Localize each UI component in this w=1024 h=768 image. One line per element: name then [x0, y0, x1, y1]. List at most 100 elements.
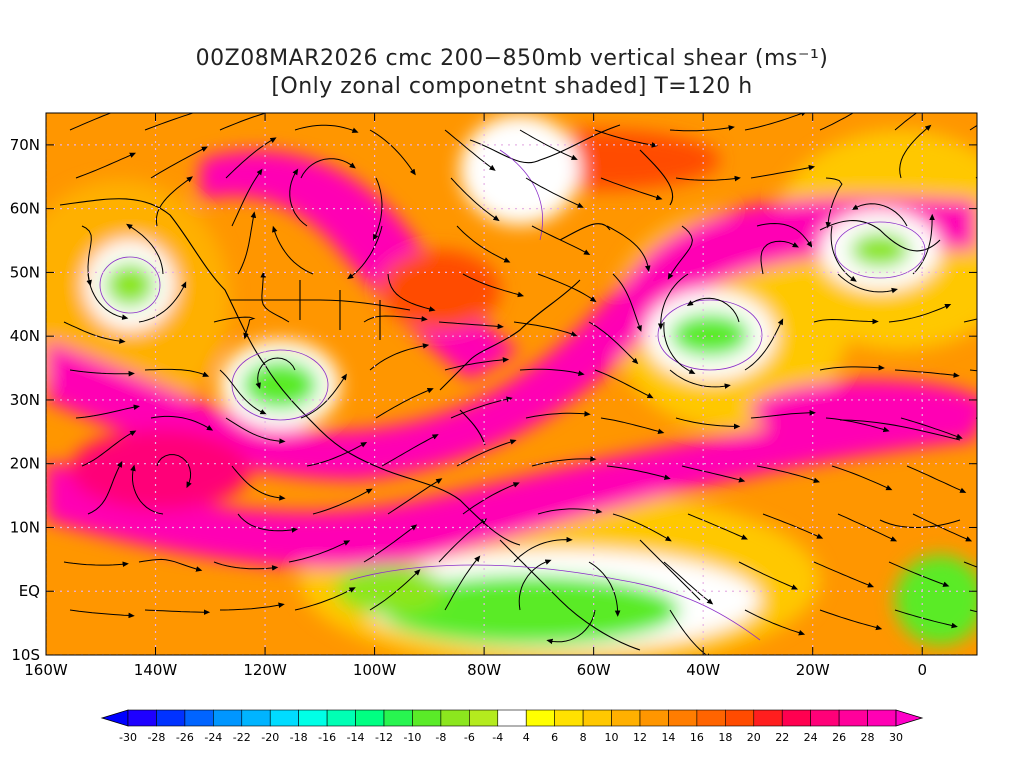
- streamline: [462, 482, 520, 515]
- streamline: [988, 252, 1024, 274]
- colorbar-swatch: [668, 709, 698, 727]
- colorbar-tick-label: 12: [633, 731, 647, 744]
- streamline: [762, 513, 824, 539]
- streamline: [150, 415, 214, 431]
- streamline: [612, 513, 672, 542]
- streamline: [219, 113, 282, 131]
- streamline: [289, 168, 308, 227]
- streamline: [237, 513, 298, 533]
- lat-label: 60N: [10, 200, 40, 218]
- colorbar-tick-label: 4: [523, 731, 530, 744]
- streamline: [669, 125, 735, 132]
- streamline: [513, 536, 573, 563]
- streamline: [760, 240, 799, 275]
- colorbar-tick-label: -18: [290, 731, 308, 744]
- streamline: [819, 609, 883, 631]
- streamline: [606, 225, 651, 272]
- colorbar-tick-label: -14: [347, 731, 365, 744]
- chart-subtitle: [Only zonal componetnt shaded] T=120 h: [271, 74, 753, 99]
- streamline: [456, 439, 517, 467]
- colorbar-tick-label: -20: [261, 731, 279, 744]
- streamline: [606, 465, 671, 480]
- lat-label: 40N: [10, 327, 40, 345]
- streamline: [231, 465, 286, 501]
- colorbar-swatch: [781, 709, 811, 727]
- streamline: [288, 540, 351, 563]
- colorbar-tick-label: 8: [580, 731, 587, 744]
- streamline: [969, 124, 977, 131]
- streamline: [363, 524, 418, 563]
- streamline: [81, 430, 137, 467]
- streamline: [657, 273, 689, 330]
- streamline: [588, 561, 621, 617]
- colorbar-tick-label: 28: [861, 731, 875, 744]
- colorbar-tick-label: -4: [492, 731, 503, 744]
- lon-label: 60W: [577, 661, 611, 679]
- streamline: [373, 177, 383, 241]
- colorbar-swatch: [156, 709, 186, 727]
- streamline: [975, 176, 977, 179]
- colorbar-swatch: [725, 709, 755, 727]
- colorbar-swatch: [469, 709, 499, 727]
- streamline: [894, 369, 960, 378]
- streamline: [375, 388, 434, 419]
- streamline: [537, 273, 597, 303]
- streamline: [738, 561, 799, 590]
- colorbar-swatch: [184, 709, 214, 727]
- streamline: [899, 124, 932, 179]
- colorbar-swatch: [213, 709, 243, 727]
- streamline: [255, 357, 296, 390]
- streamline: [975, 417, 977, 419]
- lat-label: EQ: [19, 582, 40, 600]
- lon-label: 100W: [353, 661, 397, 679]
- streamline: [438, 518, 488, 563]
- streamline: [63, 321, 126, 344]
- colorbar-tick-label: -22: [233, 731, 251, 744]
- streamline: [294, 124, 359, 133]
- plot-frame: [45, 112, 978, 656]
- streamline: [444, 129, 496, 171]
- colorbar-tick-label: -6: [464, 731, 475, 744]
- zero-contours: [99, 149, 926, 641]
- streamline: [600, 177, 663, 201]
- streamline: [851, 203, 908, 227]
- lon-label: 80W: [467, 661, 501, 679]
- lon-label: 0: [917, 661, 927, 679]
- lon-label: 160W: [24, 661, 68, 679]
- colorbar-swatch: [383, 709, 413, 727]
- streamline: [531, 225, 591, 256]
- streamline: [819, 113, 855, 131]
- streamline: [525, 177, 584, 208]
- streamline: [294, 587, 356, 611]
- streamline: [906, 465, 967, 493]
- streamline: [438, 321, 504, 330]
- lat-label: 10N: [10, 518, 40, 536]
- streamline: [669, 369, 731, 389]
- streamline: [300, 373, 347, 419]
- streamline: [663, 321, 696, 374]
- streamline: [837, 273, 898, 294]
- streamline: [272, 225, 314, 275]
- colorbar-tick-label: 26: [832, 731, 846, 744]
- colorbar-tick-label: -8: [435, 731, 446, 744]
- colorbar-swatch: [611, 709, 641, 727]
- colorbar-underflow: [100, 709, 129, 727]
- lat-label: 50N: [10, 263, 40, 281]
- streamline: [825, 417, 890, 433]
- streamline: [600, 417, 665, 434]
- streamline: [363, 315, 428, 323]
- lon-label: 40W: [686, 661, 720, 679]
- streamline: [588, 321, 639, 365]
- colorbar-swatch: [241, 709, 271, 727]
- streamline: [756, 465, 820, 483]
- streamline: [831, 465, 893, 491]
- colorbar-swatch: [298, 709, 328, 727]
- colorbar-tick-label: -30: [119, 731, 137, 744]
- streamline: [744, 113, 808, 131]
- streamline: [518, 559, 552, 611]
- streamline: [912, 213, 935, 275]
- lat-lon-grid: [46, 113, 977, 655]
- streamline: [675, 175, 741, 182]
- streamline: [825, 177, 843, 229]
